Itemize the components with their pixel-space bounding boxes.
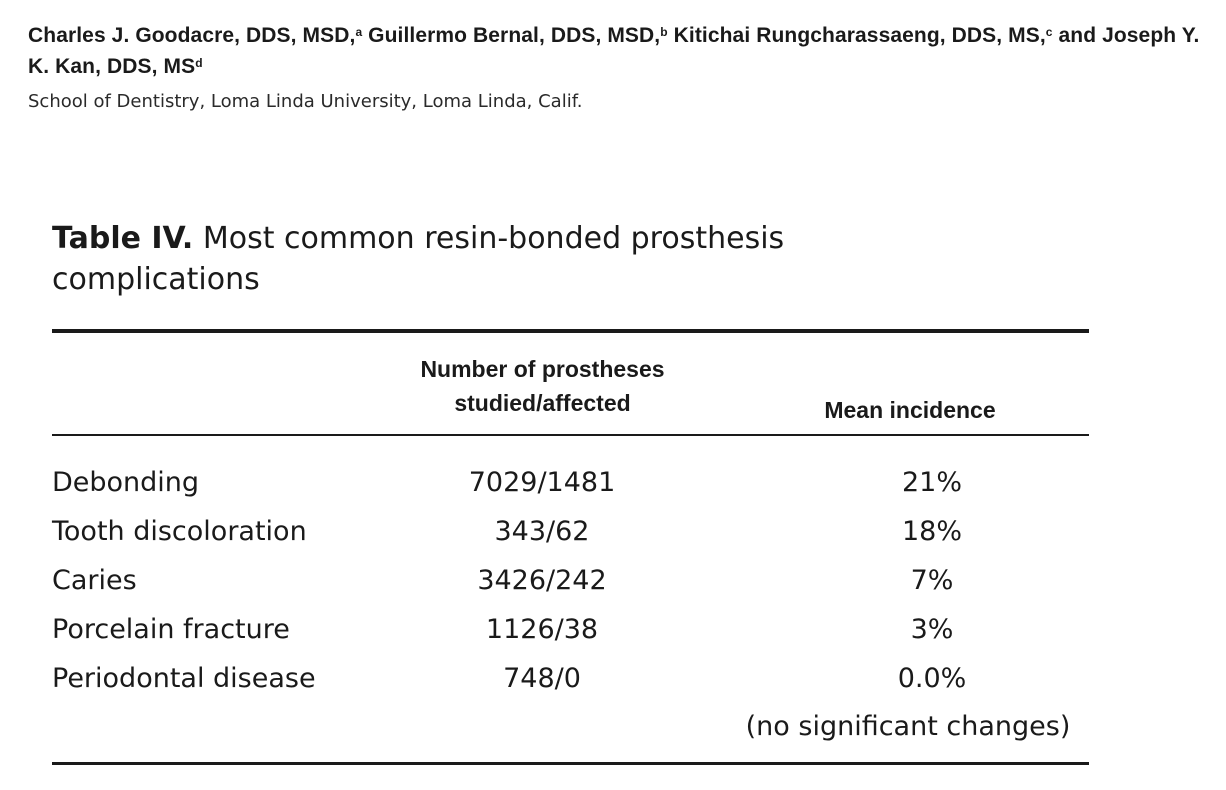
table-row: Caries 3426/242 7% [52,556,1092,605]
table-row: Porcelain fracture 1126/38 3% [52,605,1092,654]
complication-name: Debonding [52,467,200,498]
affiliation: School of Dentistry, Loma Linda Universi… [28,91,583,112]
studied-affected-value: 7029/1481 [468,467,616,498]
table-row: Tooth discoloration 343/62 18% [52,507,1092,556]
author-name: Kitichai Rungcharassaeng, DDS, MS, [667,24,1046,47]
mean-incidence-value: 3% [910,614,954,645]
table-top-rule [52,329,1089,333]
mean-incidence-value: 7% [910,565,954,596]
complication-name: Caries [52,565,137,596]
affiliation-mark: c [1045,25,1053,39]
table-note: (no significant changes) [745,711,1071,742]
column-header-line: studied/affected [454,390,631,416]
affiliation-mark: a [355,25,363,39]
table-row: Periodontal disease 748/0 0.0% [52,654,1092,703]
table-label: Table IV. [52,221,194,256]
affiliation-mark: b [660,25,668,39]
affiliation-mark: d [195,56,203,70]
column-header-line: Number of prostheses [420,356,665,382]
complication-name: Porcelain fracture [52,614,290,645]
studied-affected-value: 1126/38 [485,614,599,645]
complication-name: Periodontal disease [52,663,316,694]
mean-incidence-value: 18% [901,516,962,547]
author-name: Charles J. Goodacre, DDS, MSD, [28,24,356,47]
author-name: Guillermo Bernal, DDS, MSD, [362,24,661,47]
author-name: and Joseph Y. K. Kan, DDS, MS [28,24,1200,78]
table-row: Debonding 7029/1481 21% [52,458,1092,507]
author-list: Charles J. Goodacre, DDS, MSD,a Guillerm… [28,20,1208,82]
table-body: Debonding 7029/1481 21% Tooth discolorat… [52,458,1092,703]
table-caption: Table IV. Most common resin-bonded prost… [52,218,952,300]
table-title: Most common resin-bonded prosthesis comp… [52,221,785,297]
column-header-mean-incidence: Mean incidence [824,397,996,423]
mean-incidence-value: 21% [901,467,962,498]
table-header-rule [52,434,1089,436]
complication-name: Tooth discoloration [52,516,307,547]
studied-affected-value: 343/62 [494,516,590,547]
mean-incidence-value: 0.0% [897,663,967,694]
studied-affected-value: 748/0 [503,663,581,694]
table-bottom-rule [52,762,1089,765]
studied-affected-value: 3426/242 [477,565,607,596]
column-header-studied-affected: Number of prostheses studied/affected [370,352,715,420]
